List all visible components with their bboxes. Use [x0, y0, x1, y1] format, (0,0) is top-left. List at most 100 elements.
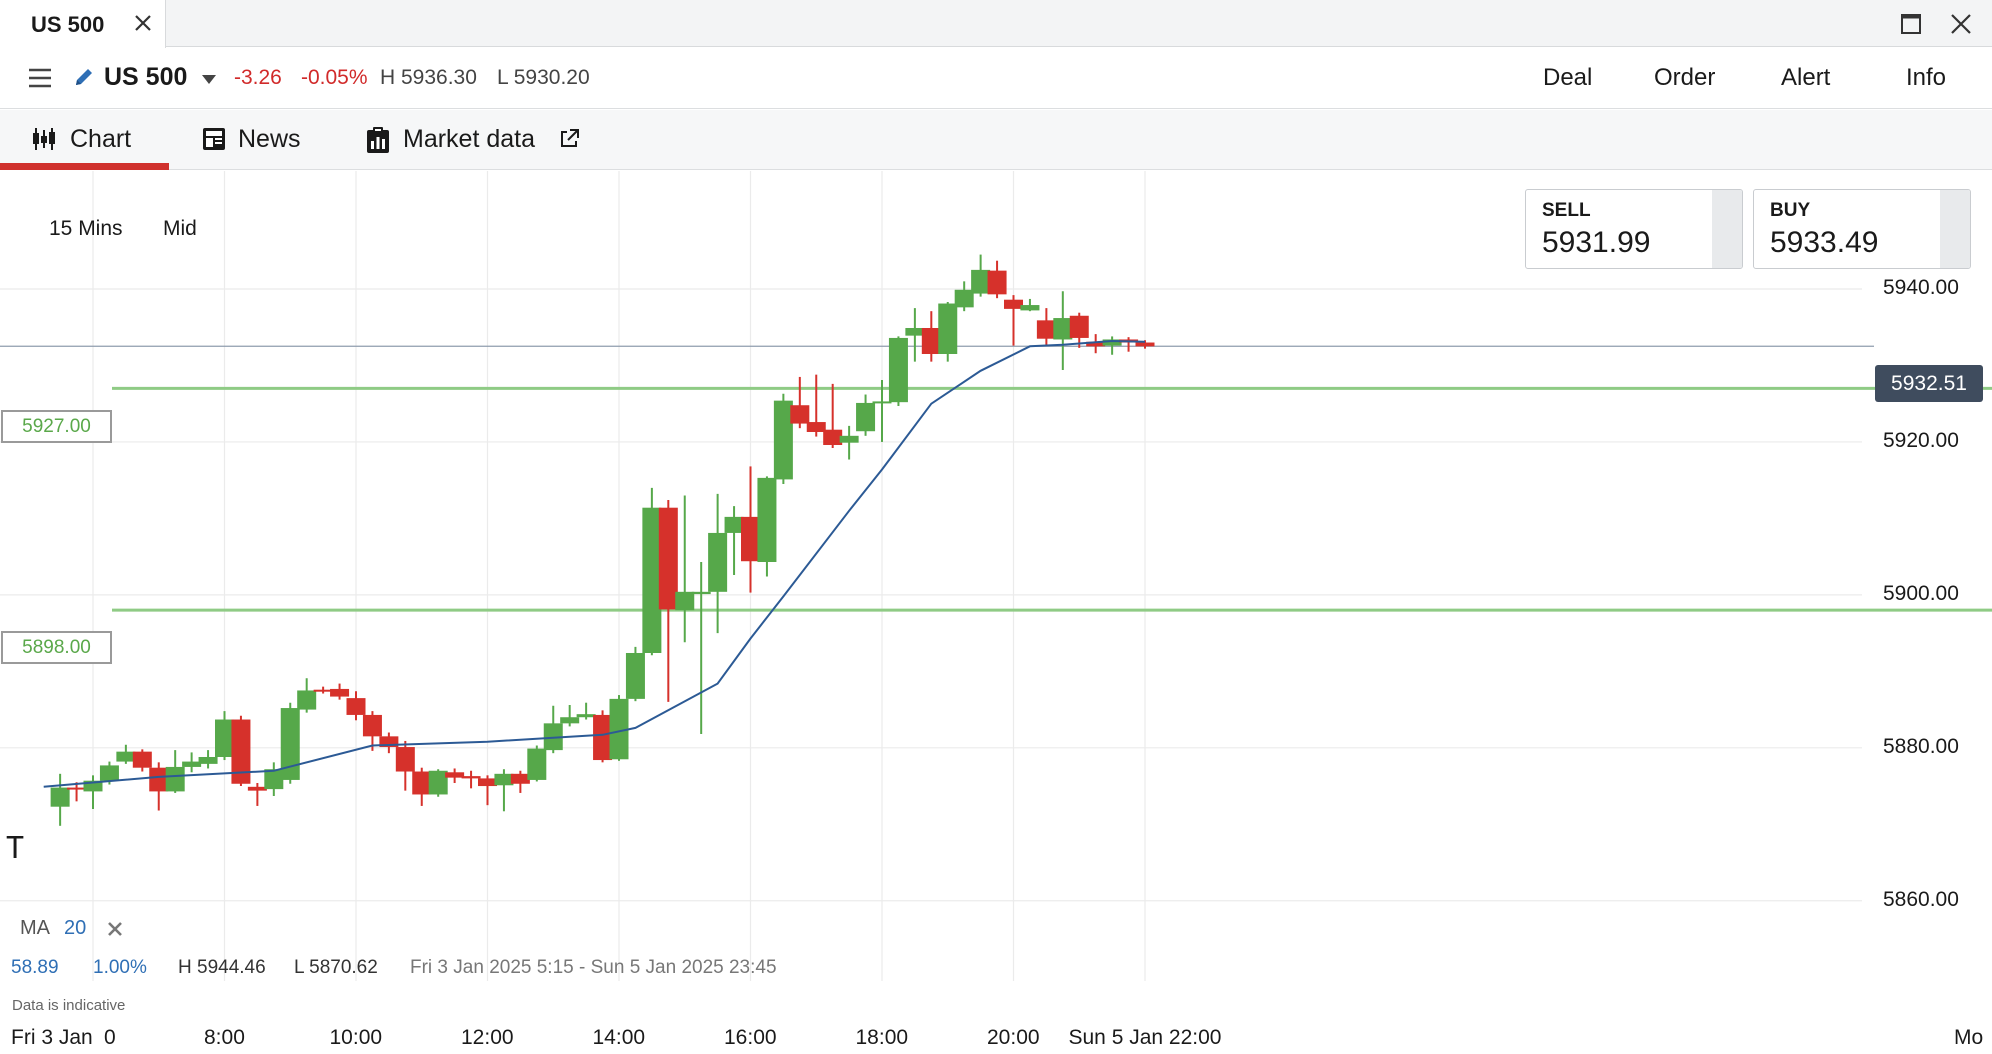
- text-cursor-icon: T: [6, 831, 25, 866]
- candle-body: [675, 591, 695, 611]
- maximize-icon[interactable]: [1897, 10, 1925, 38]
- candle-body: [510, 773, 530, 784]
- remove-indicator-icon[interactable]: [106, 920, 124, 938]
- candle-body: [856, 402, 876, 432]
- interval-selector[interactable]: 15 Mins: [49, 217, 123, 240]
- info-button[interactable]: Info: [1906, 64, 1947, 91]
- candle-body: [149, 767, 169, 792]
- data-indicative-note: Data is indicative: [12, 997, 126, 1014]
- tab-news[interactable]: News: [195, 110, 325, 170]
- candle-body: [116, 751, 136, 762]
- y-tick-label: 5900.00: [1883, 581, 1959, 605]
- candle-body: [938, 303, 958, 354]
- candle-body: [839, 435, 859, 443]
- candle-body: [1036, 320, 1056, 339]
- stats-date-range: Fri 3 Jan 2025 5:15 - Sun 5 Jan 2025 23:…: [410, 957, 777, 978]
- candle-body: [83, 780, 103, 792]
- ma-label: MA: [20, 917, 50, 939]
- candle-body: [494, 773, 514, 786]
- order-button[interactable]: Order: [1654, 64, 1716, 91]
- candle-body: [741, 516, 760, 562]
- x-tick-label: 10:00: [329, 1026, 383, 1049]
- candle-body: [971, 269, 991, 294]
- candle-body: [1086, 341, 1106, 347]
- news-icon: [203, 128, 225, 150]
- candle-body: [1004, 299, 1023, 309]
- ma-period[interactable]: 20: [64, 917, 87, 939]
- external-link-icon: [561, 129, 579, 147]
- candle-body: [1069, 315, 1089, 338]
- level-label-upper[interactable]: 5927.00: [1, 410, 112, 443]
- window-tab[interactable]: US 500: [0, 0, 166, 48]
- x-tick-label: Sun 5 Jan 22:00: [1068, 1026, 1222, 1049]
- y-tick-label: 5880.00: [1883, 734, 1959, 758]
- x-tick-label: 0: [104, 1026, 116, 1049]
- candle-body: [198, 756, 218, 764]
- candle-body: [757, 477, 777, 562]
- candle-body: [231, 719, 251, 784]
- stats-change: 58.89: [11, 957, 59, 978]
- active-tab-indicator: [0, 163, 169, 170]
- candle-body: [921, 327, 941, 354]
- tab-market-data-label: Market data: [403, 125, 536, 153]
- chevron-down-icon[interactable]: [200, 73, 218, 85]
- candle-body: [1020, 305, 1040, 311]
- price-type-selector[interactable]: Mid: [163, 217, 197, 240]
- candle-body: [593, 714, 613, 761]
- candle-body: [379, 736, 399, 748]
- x-tick-label: 8:00: [204, 1026, 245, 1049]
- candle-body: [461, 776, 481, 779]
- deal-button[interactable]: Deal: [1543, 64, 1593, 91]
- tab-chart-label: Chart: [70, 125, 132, 153]
- window-close-icon[interactable]: [1947, 10, 1975, 38]
- candle-body: [247, 786, 267, 791]
- candle-body: [625, 652, 645, 699]
- candle-body: [1135, 342, 1155, 347]
- sell-button[interactable]: SELL 5931.99: [1525, 189, 1743, 269]
- candle-body: [412, 771, 432, 795]
- hamburger-menu-icon[interactable]: [26, 66, 54, 90]
- candle-body: [609, 698, 629, 760]
- x-tick-label: 16:00: [724, 1026, 777, 1049]
- last-price-label: 5932.51: [1875, 365, 1983, 402]
- candle-body: [724, 516, 744, 533]
- candle-body: [708, 532, 728, 592]
- candle-body: [560, 717, 580, 724]
- candle-body: [987, 270, 1007, 295]
- close-icon[interactable]: [130, 10, 156, 36]
- buy-button-side: [1940, 190, 1970, 268]
- candle-body: [99, 765, 119, 781]
- candlestick-icon: [33, 128, 55, 150]
- window-tab-bar: US 500: [0, 0, 1992, 48]
- stats-high: H 5944.46: [178, 957, 266, 978]
- candle-body: [691, 591, 711, 595]
- buy-button[interactable]: BUY 5933.49: [1753, 189, 1971, 269]
- tab-chart[interactable]: Chart: [0, 110, 169, 170]
- x-tick-label: 12:00: [461, 1026, 514, 1049]
- candle-body: [642, 507, 662, 653]
- y-tick-label: 5920.00: [1883, 428, 1959, 452]
- candle-body: [428, 770, 448, 795]
- level-label-lower[interactable]: 5898.00: [1, 631, 112, 664]
- chart-area[interactable]: 15 Mins Mid SELL 5931.99 BUY 5933.49 592…: [0, 171, 1992, 1054]
- tab-market-data[interactable]: Market data: [362, 110, 592, 170]
- session-high: H 5936.30: [380, 66, 477, 89]
- x-tick-label: 14:00: [592, 1026, 646, 1049]
- pencil-icon[interactable]: [72, 65, 96, 89]
- y-tick-label: 5860.00: [1883, 887, 1959, 911]
- candle-body: [215, 719, 234, 757]
- instrument-name[interactable]: US 500: [104, 63, 188, 91]
- change-points: -3.26: [234, 66, 282, 89]
- price-chart[interactable]: [0, 171, 1992, 1054]
- candle-body: [165, 766, 185, 792]
- tab-news-label: News: [238, 125, 301, 153]
- candle-body: [280, 708, 300, 780]
- alert-button[interactable]: Alert: [1781, 64, 1831, 91]
- view-tabs: Chart News Market data: [0, 110, 1992, 170]
- candle-body: [478, 778, 497, 787]
- stats-low: L 5870.62: [294, 957, 378, 978]
- session-low: L 5930.20: [497, 66, 590, 89]
- candle-body: [1102, 339, 1122, 346]
- candle-body: [790, 405, 810, 424]
- candle-body: [346, 698, 366, 715]
